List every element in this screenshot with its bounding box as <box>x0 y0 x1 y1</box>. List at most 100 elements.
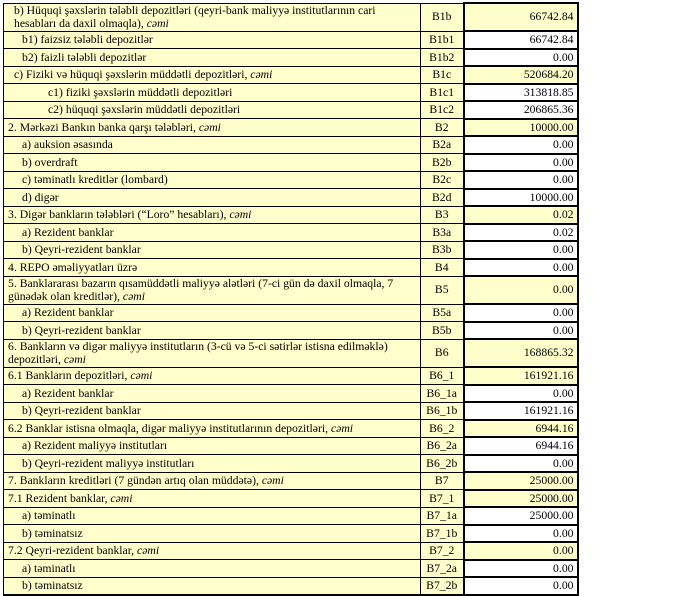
table-body: b) Hüquqi şəxslərin tələbli depozitləri … <box>3 2 579 596</box>
row-description-cell: 7. Bankların kreditləri (7 gündən artıq … <box>3 471 421 490</box>
table-row: a) təminatlı B7_2a 0.00 <box>3 558 579 578</box>
row-description-cell: b) Qeyri-rezident banklar <box>3 401 421 420</box>
row-description-cell: b) təminatsız <box>3 576 421 596</box>
row-code-cell: B1b1 <box>420 30 464 49</box>
row-description-cell: 5. Banklararası bazarın qısamüddətli mal… <box>3 275 421 305</box>
table-row: a) auksion əsasında B2a 0.00 <box>3 135 579 155</box>
row-description-cell: b) təminatsız <box>3 524 421 543</box>
row-label: 5. Banklararası bazarın qısamüddətli mal… <box>8 276 394 303</box>
row-description-cell: b1) faizsiz tələbli depozitlər <box>3 30 421 49</box>
row-label: b) təminatsız <box>22 578 83 592</box>
row-code-cell: B3a <box>420 223 464 242</box>
table-row: c2) hüquqi şəxslərin müddətli depozitlər… <box>3 100 579 120</box>
table-row: b) Qeyri-rezident banklar B5b 0.00 <box>3 320 579 340</box>
row-value-cell: 0.00 <box>462 275 579 305</box>
table-row: a) Rezident banklar B3a 0.02 <box>3 222 579 242</box>
table-row: b) Qeyri-rezident maliyyə institutları B… <box>3 453 579 473</box>
row-code-cell: B2b <box>420 153 464 172</box>
row-description-cell: c) təminatlı kreditlər (lombard) <box>3 170 421 189</box>
row-code-cell: B1b2 <box>420 48 464 67</box>
row-label-emphasis: cəmi <box>146 17 169 30</box>
row-code-cell: B6_1a <box>420 384 464 403</box>
row-value-cell[interactable]: 161921.16 <box>462 401 579 421</box>
row-label: b) təminatsız <box>22 526 83 540</box>
row-label: b1) faizsiz tələbli depozitlər <box>22 33 153 46</box>
row-label: a) Rezident banklar <box>22 306 114 319</box>
row-label: 6. Bankların və digər maliyyə institutla… <box>8 339 388 366</box>
row-value-cell[interactable]: 0.00 <box>462 47 579 67</box>
row-label: b) overdraft <box>22 155 78 169</box>
row-code-cell: B6 <box>420 338 464 368</box>
row-label: a) Rezident maliyyə institutları <box>22 439 168 452</box>
row-label: b) Qeyri-rezident banklar <box>22 404 141 417</box>
row-description-cell: a) təminatlı <box>3 506 421 525</box>
row-label: d) digər <box>22 190 59 204</box>
row-label: b) Qeyri-rezident banklar <box>22 243 141 256</box>
row-label: b) Hüquqi şəxslərin tələbli depozitləri … <box>14 3 376 30</box>
row-value-cell[interactable]: 0.00 <box>462 135 579 155</box>
row-description-cell: 2. Mərkəzi Bankın banka qarşı tələbləri,… <box>3 118 421 137</box>
row-value-cell[interactable]: 206865.36 <box>462 100 579 120</box>
table-row: a) Rezident banklar B6_1a 0.00 <box>3 383 579 403</box>
row-label: a) təminatlı <box>22 561 76 575</box>
table-row: 7.2 Qeyri-rezident banklar, cəmi B7_2 0.… <box>3 541 579 561</box>
row-code-cell: B1c1 <box>420 83 464 102</box>
table-row: c) Fiziki və hüquqi şəxslərin müddətli d… <box>3 65 579 85</box>
row-description-cell: b) overdraft <box>3 153 421 172</box>
row-code-cell: B7_1 <box>420 489 464 508</box>
row-code-cell: B7_1a <box>420 506 464 525</box>
row-value-cell[interactable]: 0.00 <box>462 240 579 260</box>
row-value-cell[interactable]: 0.02 <box>462 222 579 242</box>
row-label-emphasis: cəmi <box>229 208 252 221</box>
row-value-cell[interactable]: 0.00 <box>462 320 579 340</box>
table-row: 4. REPO əməliyyatları üzrə B4 0.00 <box>3 257 579 277</box>
table-row: b) Hüquqi şəxslərin tələbli depozitləri … <box>3 2 579 32</box>
row-value-cell[interactable]: 66742.84 <box>462 30 579 50</box>
row-label: 7. Bankların kreditləri (7 gündən artıq … <box>8 474 262 487</box>
row-value-cell[interactable]: 313818.85 <box>462 82 579 102</box>
row-value-cell: 0.00 <box>462 541 579 561</box>
row-description-cell: 7.1 Rezident banklar, cəmi <box>3 489 421 508</box>
row-value-cell[interactable]: 0.00 <box>462 303 579 323</box>
table-row: c1) fiziki şəxslərin müddətli depozitlər… <box>3 82 579 102</box>
row-value-cell[interactable]: 0.00 <box>462 383 579 403</box>
table-row: 7. Bankların kreditləri (7 gündən artıq … <box>3 471 579 491</box>
row-code-cell: B2c <box>420 170 464 189</box>
row-value-cell[interactable]: 0.00 <box>462 257 579 277</box>
row-value-cell[interactable]: 0.00 <box>462 170 579 190</box>
row-description-cell: a) Rezident banklar <box>3 303 421 322</box>
row-code-cell: B5a <box>420 303 464 322</box>
row-code-cell: B7 <box>420 471 464 490</box>
row-code-cell: B3b <box>420 240 464 259</box>
row-code-cell: B2a <box>420 135 464 154</box>
row-value-cell[interactable]: 10000.00 <box>462 187 579 207</box>
row-value-cell: 168865.32 <box>462 338 579 368</box>
row-value-cell: 66742.84 <box>462 2 579 32</box>
row-value-cell[interactable]: 6944.16 <box>462 436 579 456</box>
row-description-cell: 6. Bankların və digər maliyyə institutla… <box>3 338 421 368</box>
row-value-cell[interactable]: 0.00 <box>462 152 579 172</box>
row-value-cell[interactable]: 0.00 <box>462 523 579 543</box>
table-row: c) təminatlı kreditlər (lombard) B2c 0.0… <box>3 170 579 190</box>
row-code-cell: B6_1 <box>420 366 464 385</box>
row-value-cell[interactable]: 0.00 <box>462 453 579 473</box>
report-sheet: b) Hüquqi şəxslərin tələbli depozitləri … <box>3 2 579 596</box>
row-value-cell[interactable]: 0.00 <box>462 576 579 596</box>
row-label-emphasis: cəmi <box>250 68 273 81</box>
table-row: b1) faizsiz tələbli depozitlər B1b1 6674… <box>3 30 579 50</box>
row-label: b2) faizli tələbli depozitlər <box>22 50 147 64</box>
row-description-cell: d) digər <box>3 188 421 207</box>
row-code-cell: B1c2 <box>420 100 464 119</box>
row-value-cell[interactable]: 0.00 <box>462 558 579 578</box>
row-code-cell: B7_1b <box>420 524 464 543</box>
row-value-cell: 25000.00 <box>462 488 579 508</box>
row-label-emphasis: cəmi <box>330 421 354 435</box>
row-label: 3. Digər bankların tələbləri (“Loro” hes… <box>8 208 230 221</box>
table-row: 3. Digər bankların tələbləri (“Loro” hes… <box>3 205 579 225</box>
row-value-cell[interactable]: 25000.00 <box>462 506 579 526</box>
row-code-cell: B3 <box>420 205 464 224</box>
row-code-cell: B6_2a <box>420 436 464 455</box>
row-label-emphasis: cəmi <box>130 369 153 382</box>
row-label: a) Rezident banklar <box>22 386 114 400</box>
row-label: c2) hüquqi şəxslərin müddətli depozitlər… <box>48 103 241 116</box>
